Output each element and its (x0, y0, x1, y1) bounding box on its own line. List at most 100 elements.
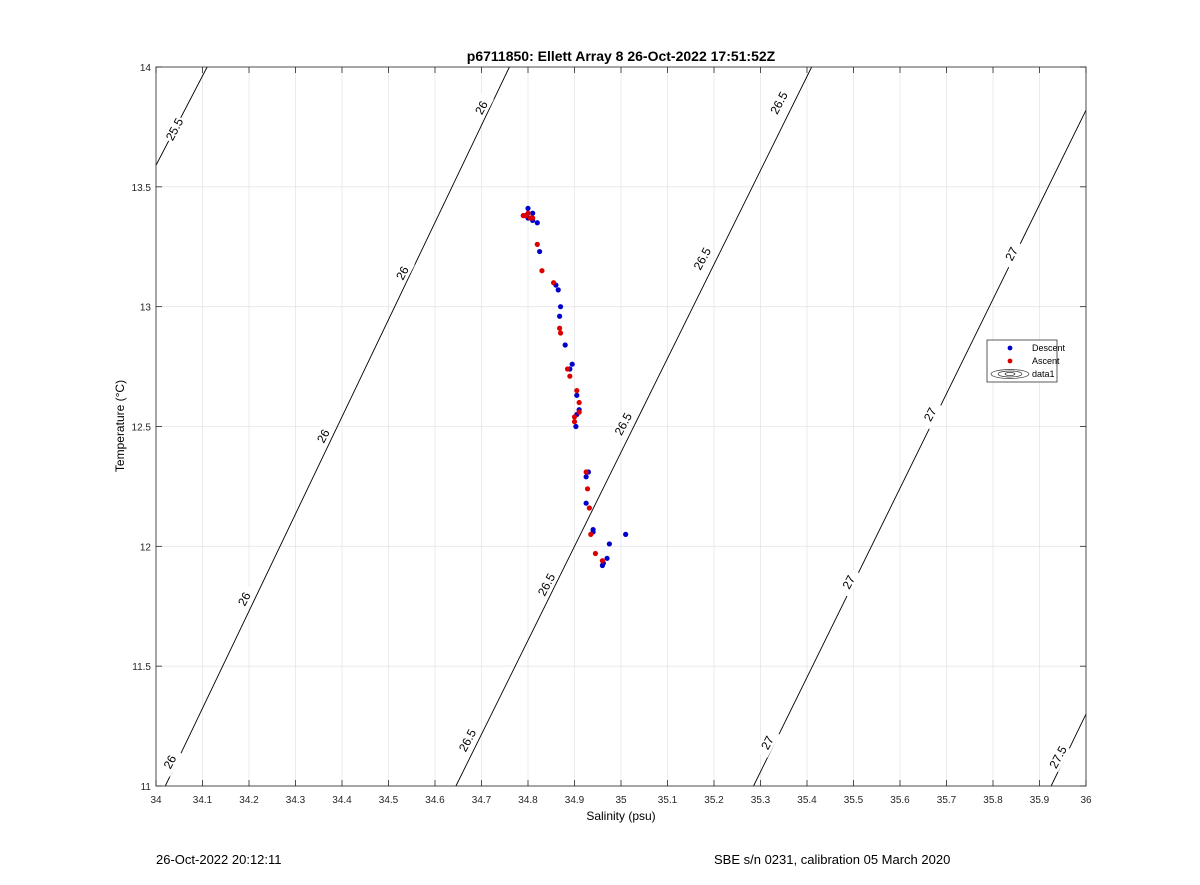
contour-label: 26 (469, 92, 494, 123)
ascent-point (599, 558, 606, 564)
descent-point (623, 531, 629, 537)
contour-label-text: 27 (840, 573, 859, 592)
x-tick-label: 35.3 (751, 795, 771, 806)
contour-label-background (311, 421, 336, 451)
legend-descent-label: Descent (1032, 343, 1066, 353)
ascent-point (550, 280, 557, 286)
x-tick-label: 35.1 (658, 795, 678, 806)
x-tick-label: 34.5 (379, 795, 399, 806)
x-tick-label: 35.9 (1030, 795, 1050, 806)
ascent-point (564, 366, 571, 372)
x-tick-label: 34.2 (239, 795, 259, 806)
y-tick-label: 13 (140, 303, 152, 314)
legend-ascent-marker (1007, 358, 1013, 364)
x-tick-label: 35.6 (890, 795, 910, 806)
x-tick-label: 35 (615, 795, 627, 806)
ascent-point (571, 419, 578, 425)
ascent-point (586, 505, 592, 511)
descent-point (599, 562, 606, 569)
contour-label-background (534, 569, 559, 600)
contour-label-text: 26 (393, 264, 412, 283)
contour-label: 26 (390, 258, 415, 288)
x-tick-label: 34.8 (518, 795, 538, 806)
contour-label-text: 27 (758, 733, 777, 752)
y-tick-label: 11.5 (132, 662, 151, 673)
contour-legend-icon (990, 369, 1030, 379)
ascent-point (557, 325, 563, 331)
legend-item-descent: Descent (1007, 343, 1066, 353)
descent-point (573, 423, 579, 430)
contour-label-background (1045, 742, 1071, 773)
x-tick-label: 35.7 (937, 795, 957, 806)
x-tick-label: 35.5 (844, 795, 864, 806)
contour-label-background (232, 584, 257, 614)
x-tick-label: 34.6 (425, 795, 445, 806)
descent-point (537, 248, 543, 255)
ascent-point (576, 409, 582, 415)
y-axis-label: Temperature (°C) (113, 380, 127, 472)
legend-descent-marker (1007, 345, 1013, 351)
ascent-point (592, 550, 599, 557)
contour-label-text: 26 (472, 98, 491, 117)
ascent-point (588, 531, 594, 537)
ascent-point (584, 486, 591, 492)
contour-label-background (469, 92, 494, 123)
x-tick-label: 34.7 (472, 795, 492, 806)
contour-label-text: 26 (314, 427, 333, 446)
descent-point (530, 210, 536, 216)
contour-label-background (690, 243, 715, 274)
descent-point (606, 541, 612, 547)
contour-label-text: 27 (1002, 244, 1021, 263)
axis-ticks: 34 34.1 34.2 34.3 34.4 34.5 34.6 34.7 34.8 34.9 35… (132, 63, 1092, 806)
density-contour-line (753, 109, 1087, 787)
contour-label-background (611, 409, 636, 439)
footer-timestamp: 26-Oct-2022 20:12:11 (156, 852, 282, 867)
descent-point (569, 361, 575, 367)
y-tick-label: 11 (141, 782, 152, 793)
contour-label-text: 27 (921, 405, 940, 424)
density-contour-labels: 25.5262626262626.526.526.526.526.5272727… (157, 88, 1071, 777)
x-tick-label: 34.1 (193, 795, 213, 806)
legend: Descent Ascent data1 (986, 339, 1066, 383)
chart-title: p6711850: Ellett Array 8 26-Oct-2022 17:… (467, 48, 776, 64)
series-ascent (520, 210, 606, 564)
y-tick-label: 12 (140, 542, 152, 553)
ascent-point (527, 215, 533, 221)
contour-label: 27 (755, 728, 780, 758)
ascent-point (571, 414, 578, 420)
y-tick-label: 12.5 (132, 423, 152, 434)
legend-ascent-label: Ascent (1032, 356, 1060, 366)
ascent-point (539, 268, 545, 274)
contour-label-background (917, 399, 943, 430)
ascent-point (576, 399, 582, 406)
legend-item-contours: data1 (990, 369, 1055, 379)
contour-label: 26 (311, 421, 336, 451)
x-tick-label: 35.4 (797, 795, 817, 806)
ascent-point (583, 469, 589, 475)
ascent-point (574, 387, 580, 394)
plot-area: 25.5262626262626.526.526.526.526.5272727… (132, 63, 1092, 806)
contour-label-background (455, 725, 480, 756)
x-axis-label: Salinity (psu) (586, 809, 655, 823)
legend-item-ascent: Ascent (1007, 356, 1060, 366)
x-tick-label: 34.9 (565, 795, 585, 806)
ascent-point (557, 330, 564, 336)
footer-sensor-info: SBE s/n 0231, calibration 05 March 2020 (714, 852, 951, 867)
descent-point (557, 304, 564, 310)
contour-label-background (766, 88, 792, 118)
descent-point (604, 555, 610, 561)
descent-point (525, 205, 531, 212)
density-contour-line (155, 66, 208, 166)
ascent-point (534, 241, 540, 247)
x-tick-label: 36 (1080, 795, 1092, 806)
ascent-point (523, 212, 529, 219)
contour-label: 27 (917, 399, 943, 430)
contour-label: 27 (999, 239, 1024, 269)
contour-label: 26 (157, 747, 183, 777)
descent-point (574, 392, 580, 398)
contour-label: 27 (836, 567, 862, 598)
y-tick-label: 14 (140, 63, 152, 74)
contour-label-background (999, 239, 1024, 269)
descent-point (583, 474, 589, 480)
